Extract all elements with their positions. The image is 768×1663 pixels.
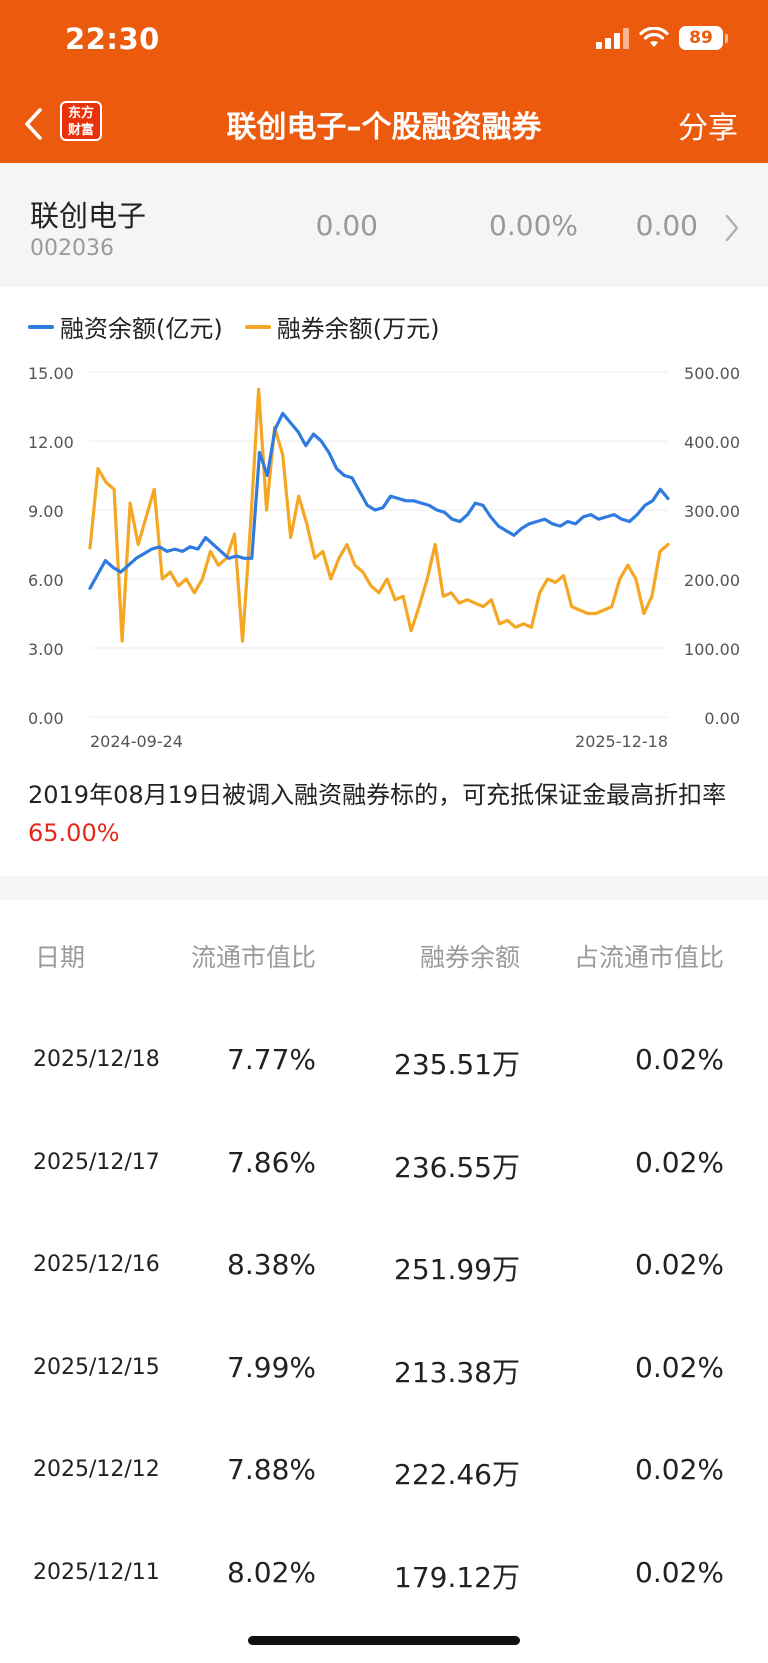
lending-balance-line <box>88 387 670 643</box>
stock-name: 联创电子 <box>30 199 147 233</box>
row-date: 2025/12/11 <box>33 1559 160 1585</box>
row-float-ratio: 8.02% <box>227 1555 316 1589</box>
header-lending-balance[interactable]: 融券余额 <box>419 943 520 972</box>
home-indicator[interactable] <box>248 1636 520 1645</box>
y-left-tick-label: 0.00 <box>28 709 64 728</box>
row-share-ratio: 0.02% <box>635 1555 724 1589</box>
row-float-ratio: 8.38% <box>227 1248 316 1281</box>
y-left-tick-label: 6.00 <box>28 571 64 590</box>
row-share-ratio: 0.02% <box>635 1350 724 1384</box>
y-left-tick-label: 3.00 <box>28 640 64 659</box>
y-right-tick-label: 500.00 <box>684 364 740 383</box>
row-float-ratio: 7.88% <box>227 1453 316 1486</box>
legend-lending[interactable]: 融券余额(万元) <box>244 309 439 344</box>
table-row[interactable]: 2025/12/11 8.02% 179.12万 0.02% <box>0 1518 768 1621</box>
row-lending-balance: 251.99万 <box>394 1253 520 1286</box>
x-end-label: 2025-12-18 <box>575 732 668 751</box>
row-lending-balance: 213.38万 <box>394 1355 520 1389</box>
financing-balance-line <box>88 411 670 590</box>
share-button[interactable]: 分享 <box>678 111 738 146</box>
cellular-signal-icon <box>596 27 629 49</box>
row-date: 2025/12/12 <box>33 1457 160 1482</box>
page-title: 联创电子–个股融资融券 <box>226 110 542 145</box>
margin-eligibility-note: 2019年08月19日被调入融资融券标的，可充抵保证金最高折扣率65.00% <box>28 781 727 847</box>
y-left-tick-label: 12.00 <box>28 433 74 452</box>
header-float-ratio[interactable]: 流通市值比 <box>190 943 316 972</box>
stock-change-pct: 0.00% <box>489 209 578 242</box>
row-lending-balance: 222.46万 <box>394 1458 520 1491</box>
stock-quote: 0.00 0.00% 0.00 <box>298 209 698 242</box>
table-row[interactable]: 2025/12/16 8.38% 251.99万 0.02% <box>0 1210 768 1313</box>
row-float-ratio: 7.86% <box>227 1145 316 1179</box>
table-row[interactable]: 2025/12/18 7.77% 235.51万 0.02% <box>0 1005 768 1108</box>
row-lending-balance: 235.51万 <box>394 1048 520 1081</box>
x-start-label: 2024-09-24 <box>90 732 183 751</box>
row-date: 2025/12/15 <box>33 1354 160 1380</box>
discount-rate: 65.00% <box>28 819 120 847</box>
margin-trading-chart[interactable]: 15.00 500.00 12.00 400.00 9.00 300.00 6.00 200.… <box>0 352 768 752</box>
legend-lending-swatch <box>244 324 271 329</box>
row-float-ratio: 7.99% <box>227 1350 316 1384</box>
eastmoney-logo: 东方 财富 <box>60 101 102 141</box>
margin-table: 日期 流通市值比 融券余额 占流通市值比 2025/12/18 7.77% 235.… <box>0 900 768 1620</box>
header-share-ratio[interactable]: 占流通市值比 <box>573 943 724 972</box>
table-row[interactable]: 2025/12/15 7.99% 213.38万 0.02% <box>0 1313 768 1416</box>
row-share-ratio: 0.02% <box>635 1453 724 1486</box>
back-button[interactable] <box>22 104 50 144</box>
status-time: 22:30 <box>65 22 160 56</box>
status-icons: 89 <box>596 26 728 50</box>
row-date: 2025/12/18 <box>33 1047 160 1072</box>
row-float-ratio: 7.77% <box>227 1043 316 1076</box>
app-header: 22:30 89 东方 财富 联创电子–个股融资融券 分享 <box>0 0 768 163</box>
y-right-tick-label: 300.00 <box>684 502 740 521</box>
row-date: 2025/12/16 <box>33 1252 160 1277</box>
y-right-tick-label: 0.00 <box>704 709 740 728</box>
table-row[interactable]: 2025/12/17 7.86% 236.55万 0.02% <box>0 1108 768 1211</box>
chevron-left-icon <box>25 108 42 140</box>
table-header: 日期 流通市值比 融券余额 占流通市值比 <box>0 900 768 1005</box>
header-date[interactable]: 日期 <box>35 943 86 972</box>
stock-code: 002036 <box>30 236 114 261</box>
battery-icon: 89 <box>679 26 728 50</box>
row-date: 2025/12/17 <box>33 1149 160 1175</box>
row-share-ratio: 0.02% <box>635 1248 724 1281</box>
section-divider <box>0 876 768 900</box>
row-lending-balance: 179.12万 <box>394 1560 520 1594</box>
stock-summary-row[interactable]: 联创电子 002036 0.00 0.00% 0.00 <box>0 163 768 287</box>
row-share-ratio: 0.02% <box>635 1043 724 1076</box>
legend-financing-swatch <box>28 324 54 329</box>
wifi-icon <box>639 27 669 47</box>
stock-price: 0.00 <box>315 209 378 242</box>
row-lending-balance: 236.55万 <box>394 1150 520 1184</box>
chart-legend: 融资余额(亿元) 融券余额(万元) <box>28 309 461 344</box>
chevron-right-icon <box>725 214 739 242</box>
y-right-tick-label: 200.00 <box>684 571 740 590</box>
y-left-tick-label: 15.00 <box>28 364 74 383</box>
row-share-ratio: 0.02% <box>635 1145 724 1179</box>
battery-level: 89 <box>679 26 723 50</box>
y-right-tick-label: 400.00 <box>684 433 740 452</box>
legend-financing[interactable]: 融资余额(亿元) <box>28 309 223 344</box>
y-left-tick-label: 9.00 <box>28 502 64 521</box>
y-right-tick-label: 100.00 <box>684 640 740 659</box>
stock-change: 0.00 <box>635 209 698 242</box>
table-row[interactable]: 2025/12/12 7.88% 222.46万 0.02% <box>0 1415 768 1518</box>
